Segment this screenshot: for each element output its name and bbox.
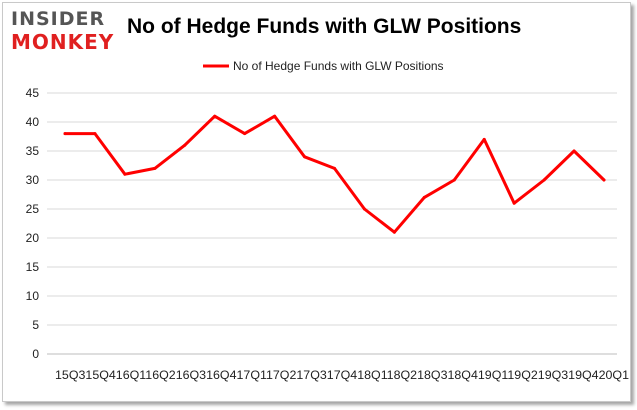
insider-monkey-logo: INSIDER MONKEY (11, 9, 123, 55)
data-point (63, 132, 67, 136)
series-line (63, 114, 606, 234)
data-point (273, 114, 277, 118)
data-point (243, 132, 247, 136)
y-tick-label: 30 (26, 173, 40, 187)
line-chart: 0 5 10 15 20 25 30 35 40 45 No of Hedge Funds wit… (26, 59, 630, 382)
data-point (542, 178, 546, 182)
logo-text-insider: INSIDER (11, 8, 106, 30)
y-tick-label: 10 (26, 289, 40, 303)
grid-lines (47, 92, 617, 326)
y-tick-label: 5 (32, 318, 39, 332)
y-tick-label: 0 (32, 347, 39, 361)
y-axis-ticks: 0 5 10 15 20 25 30 35 40 45 (26, 86, 40, 361)
y-tick-label: 45 (26, 86, 40, 100)
y-tick-label: 25 (26, 202, 40, 216)
data-point (572, 149, 576, 153)
data-point (183, 143, 187, 147)
y-tick-label: 40 (26, 115, 40, 129)
y-tick-label: 35 (26, 144, 40, 158)
data-point (392, 230, 396, 234)
data-point (93, 132, 97, 136)
data-point (303, 155, 307, 159)
chart-title: No of Hedge Funds with GLW Positions (127, 15, 522, 38)
data-point (452, 178, 456, 182)
x-axis-tick-labels: 15Q315Q416Q116Q216Q316Q417Q117Q217Q317Q4… (55, 368, 629, 382)
legend-label: No of Hedge Funds with GLW Positions (233, 59, 444, 73)
y-tick-label: 20 (26, 231, 40, 245)
data-point (123, 172, 127, 176)
data-point (512, 201, 516, 205)
logo-text-monkey: MONKEY (11, 30, 115, 54)
data-point (482, 137, 486, 141)
data-point (602, 178, 606, 182)
data-point (153, 166, 157, 170)
data-point (213, 114, 217, 118)
data-point (362, 207, 366, 211)
legend: No of Hedge Funds with GLW Positions (203, 59, 444, 73)
data-point (333, 166, 336, 170)
data-point (422, 195, 426, 199)
series-group (63, 114, 606, 234)
chart-frame: INSIDER MONKEY No of Hedge Funds with GL… (2, 2, 631, 402)
y-tick-label: 15 (26, 260, 40, 274)
